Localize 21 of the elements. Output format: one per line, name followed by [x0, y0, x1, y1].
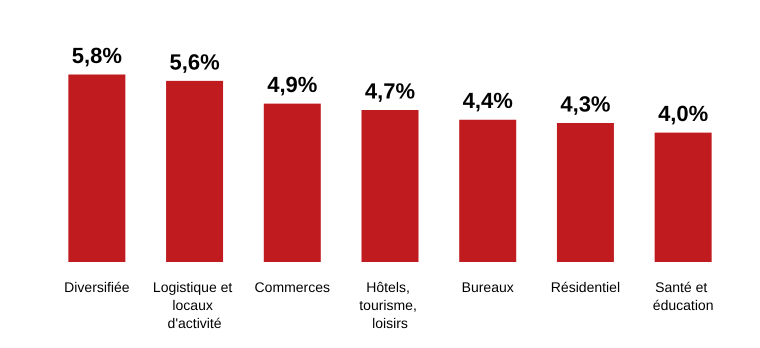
data-label: 4,9% — [267, 72, 318, 98]
bar — [556, 122, 614, 262]
x-tick-label: Diversifiée — [64, 279, 130, 295]
x-tick-label: Santé et éducation — [652, 279, 714, 313]
bar — [264, 104, 321, 262]
data-label: 4,3% — [560, 91, 611, 116]
data-label: 4,4% — [462, 88, 513, 114]
bar — [362, 110, 418, 262]
x-tick-label: Résidentiel — [550, 279, 620, 295]
data-label: 4,0% — [658, 101, 708, 126]
bar — [654, 132, 712, 262]
data-label: 5,6% — [169, 49, 220, 74]
x-tick-label: Bureaux — [462, 279, 514, 295]
x-tick-label: Logistique et locaux d'activité — [152, 279, 236, 331]
bar — [166, 80, 224, 262]
x-tick-label: Hôtels, tourisme, loisirs — [359, 279, 421, 331]
bar — [459, 120, 516, 262]
bar — [68, 74, 126, 262]
data-label: 5,8% — [72, 42, 122, 68]
data-label: 4,7% — [364, 78, 416, 104]
x-tick-label: Commerces — [254, 279, 330, 295]
